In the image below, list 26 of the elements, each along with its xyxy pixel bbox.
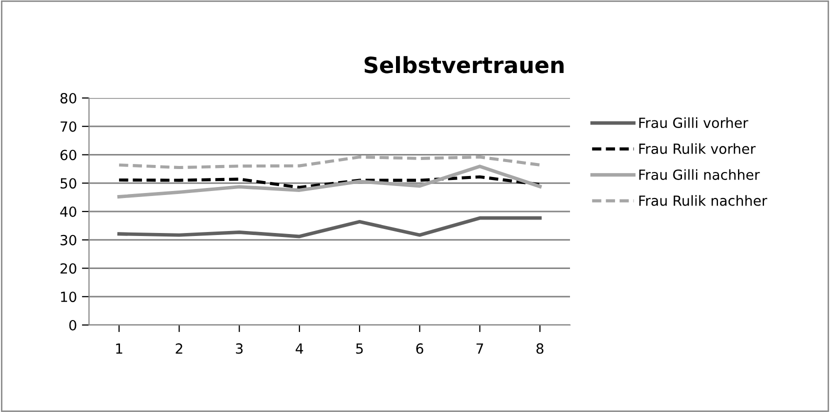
x-tick-label: 5 — [356, 343, 363, 354]
line-series — [117, 216, 542, 238]
legend-label: Frau Gilli nachher — [639, 169, 760, 180]
legend-label: Frau Rulik vorher — [639, 143, 756, 154]
line-series — [118, 175, 542, 189]
y-tick-label: 10 — [61, 292, 76, 302]
y-tick-label: 50 — [60, 178, 76, 189]
y-tick-label: 20 — [60, 263, 76, 274]
y-tick-label: 0 — [69, 320, 76, 330]
legend-label: Frau Rulik nachher — [639, 195, 768, 206]
line-series — [117, 164, 542, 198]
x-tick-label: 6 — [416, 343, 424, 354]
x-tick-label: 2 — [176, 343, 182, 354]
legend-label: Frau Gilli vorher — [639, 117, 748, 128]
y-tick-label: 40 — [60, 206, 76, 217]
x-tick-label: 1 — [116, 343, 122, 354]
y-tick-label: 60 — [60, 150, 76, 160]
chart-title: Selbstvertrauen — [364, 56, 564, 74]
y-tick-label: 80 — [60, 92, 76, 104]
x-tick-label: 4 — [296, 343, 304, 354]
y-tick-label: 70 — [60, 121, 76, 132]
y-tick-label: 30 — [60, 234, 76, 246]
x-tick-label: 3 — [236, 343, 243, 354]
x-tick-label: 8 — [536, 343, 544, 354]
line-series — [118, 155, 542, 170]
x-tick-label: 7 — [476, 343, 484, 354]
